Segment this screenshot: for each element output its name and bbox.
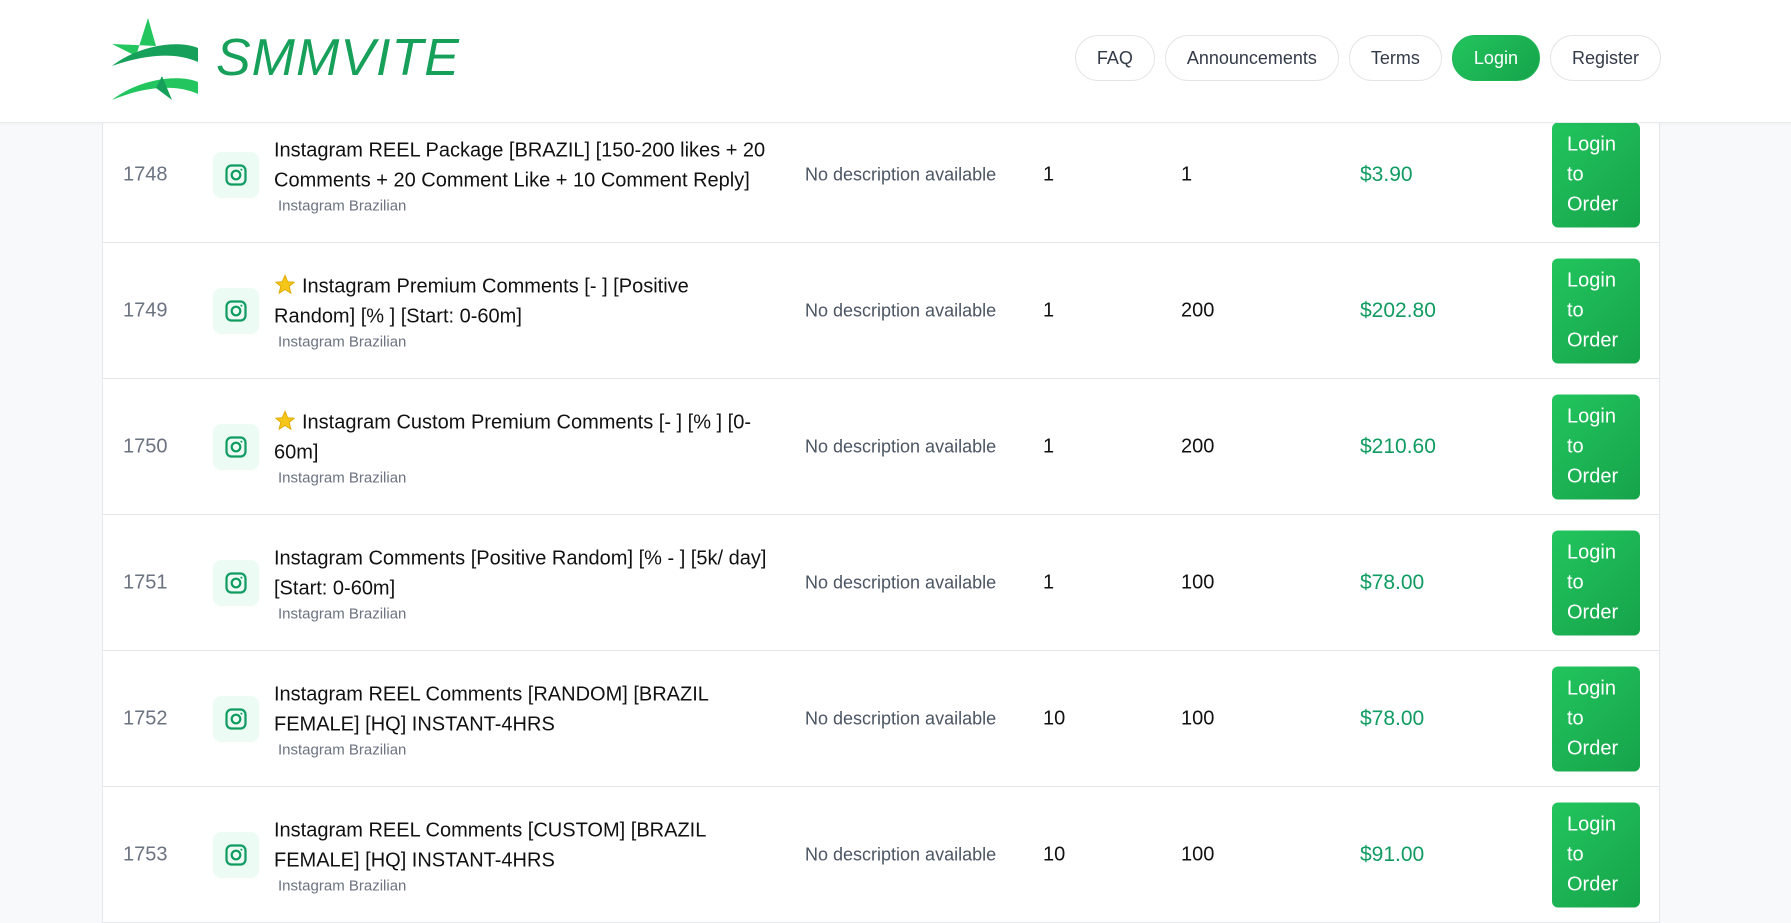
services-table: 1748 Instagram REEL Package [BRAZIL] [15… xyxy=(102,107,1660,923)
service-max: 100 xyxy=(1181,843,1215,865)
site-header: SMMVITE FAQ Announcements Terms Login Re… xyxy=(0,0,1791,123)
login-to-order-button[interactable]: Login to Order xyxy=(1552,530,1640,635)
service-description: No description available xyxy=(805,708,997,728)
login-to-order-button[interactable]: Login to Order xyxy=(1552,666,1640,771)
service-description: No description available xyxy=(805,164,997,184)
login-to-order-button[interactable]: Login to Order xyxy=(1552,802,1640,907)
service-category: Instagram Brazilian xyxy=(278,469,407,486)
star-logo-icon xyxy=(112,18,198,100)
service-min: 10 xyxy=(1043,707,1066,729)
service-price: $3.90 xyxy=(1360,162,1413,186)
table-row: 1748 Instagram REEL Package [BRAZIL] [15… xyxy=(103,107,1659,243)
service-name: Instagram Comments [Positive Random] [% … xyxy=(274,547,767,599)
instagram-icon xyxy=(213,287,259,334)
table-row: 1753 Instagram REEL Comments [CUSTOM] [B… xyxy=(103,787,1659,923)
instagram-icon xyxy=(213,695,259,742)
service-id: 1751 xyxy=(123,571,168,593)
instagram-icon xyxy=(213,423,259,470)
service-category: Instagram Brazilian xyxy=(278,333,407,350)
nav-faq[interactable]: FAQ xyxy=(1074,35,1155,81)
service-name-cell: Instagram REEL Comments [CUSTOM] [BRAZIL… xyxy=(274,815,774,894)
brand-name: SMMVITE xyxy=(216,29,460,87)
service-min: 1 xyxy=(1043,299,1055,321)
service-max: 1 xyxy=(1181,163,1193,185)
service-description: No description available xyxy=(805,300,997,320)
instagram-icon xyxy=(213,559,259,606)
service-name-cell: Instagram Custom Premium Comments [- ] [… xyxy=(274,407,774,486)
service-max: 200 xyxy=(1181,299,1215,321)
login-to-order-button[interactable]: Login to Order xyxy=(1552,394,1640,499)
table-row: 1749 Instagram Premium Comments [- ] [Po… xyxy=(103,243,1659,379)
service-id: 1749 xyxy=(123,299,168,321)
table-row: 1752 Instagram REEL Comments [RANDOM] [B… xyxy=(103,651,1659,787)
login-to-order-button[interactable]: Login to Order xyxy=(1552,122,1640,227)
service-name-cell: Instagram REEL Package [BRAZIL] [150-200… xyxy=(274,135,774,214)
service-id: 1753 xyxy=(123,843,168,865)
nav-announcements[interactable]: Announcements xyxy=(1164,35,1339,81)
nav-login[interactable]: Login xyxy=(1451,35,1540,81)
table-row: 1750 Instagram Custom Premium Comments [… xyxy=(103,379,1659,515)
instagram-icon xyxy=(213,831,259,878)
service-price: $78.00 xyxy=(1360,706,1425,730)
instagram-icon xyxy=(213,151,259,198)
nav-terms[interactable]: Terms xyxy=(1348,35,1442,81)
service-category: Instagram Brazilian xyxy=(278,197,407,214)
star-icon xyxy=(274,409,296,430)
service-description: No description available xyxy=(805,436,997,456)
service-name: Instagram REEL Comments [CUSTOM] [BRAZIL… xyxy=(274,819,706,871)
service-name: Instagram REEL Package [BRAZIL] [150-200… xyxy=(274,139,766,191)
service-name-cell: Instagram REEL Comments [RANDOM] [BRAZIL… xyxy=(274,679,774,758)
service-category: Instagram Brazilian xyxy=(278,605,407,622)
table-row: 1751 Instagram Comments [Positive Random… xyxy=(103,515,1659,651)
service-min: 10 xyxy=(1043,843,1066,865)
service-description: No description available xyxy=(805,572,997,592)
service-min: 1 xyxy=(1043,163,1055,185)
service-price: $210.60 xyxy=(1360,434,1436,458)
service-name-cell: Instagram Premium Comments [- ] [Positiv… xyxy=(274,271,774,350)
logo[interactable]: SMMVITE xyxy=(110,16,460,100)
star-icon xyxy=(274,273,296,294)
service-name-cell: Instagram Comments [Positive Random] [% … xyxy=(274,543,774,622)
service-name: Instagram REEL Comments [RANDOM] [BRAZIL… xyxy=(274,683,709,735)
service-price: $202.80 xyxy=(1360,298,1436,322)
service-category: Instagram Brazilian xyxy=(278,877,407,894)
service-max: 100 xyxy=(1181,707,1215,729)
nav-register[interactable]: Register xyxy=(1549,35,1661,81)
service-id: 1748 xyxy=(123,163,168,185)
service-description: No description available xyxy=(805,844,997,864)
service-price: $78.00 xyxy=(1360,570,1425,594)
service-name: Instagram Premium Comments [- ] [Positiv… xyxy=(274,273,689,327)
service-max: 100 xyxy=(1181,571,1215,593)
login-to-order-button[interactable]: Login to Order xyxy=(1552,258,1640,363)
service-max: 200 xyxy=(1181,435,1215,457)
service-min: 1 xyxy=(1043,435,1055,457)
service-id: 1750 xyxy=(123,435,168,457)
top-nav: FAQ Announcements Terms Login Register xyxy=(1074,35,1661,81)
service-name: Instagram Custom Premium Comments [- ] [… xyxy=(274,409,751,463)
service-category: Instagram Brazilian xyxy=(278,741,407,758)
service-min: 1 xyxy=(1043,571,1055,593)
service-price: $91.00 xyxy=(1360,842,1425,866)
service-id: 1752 xyxy=(123,707,168,729)
